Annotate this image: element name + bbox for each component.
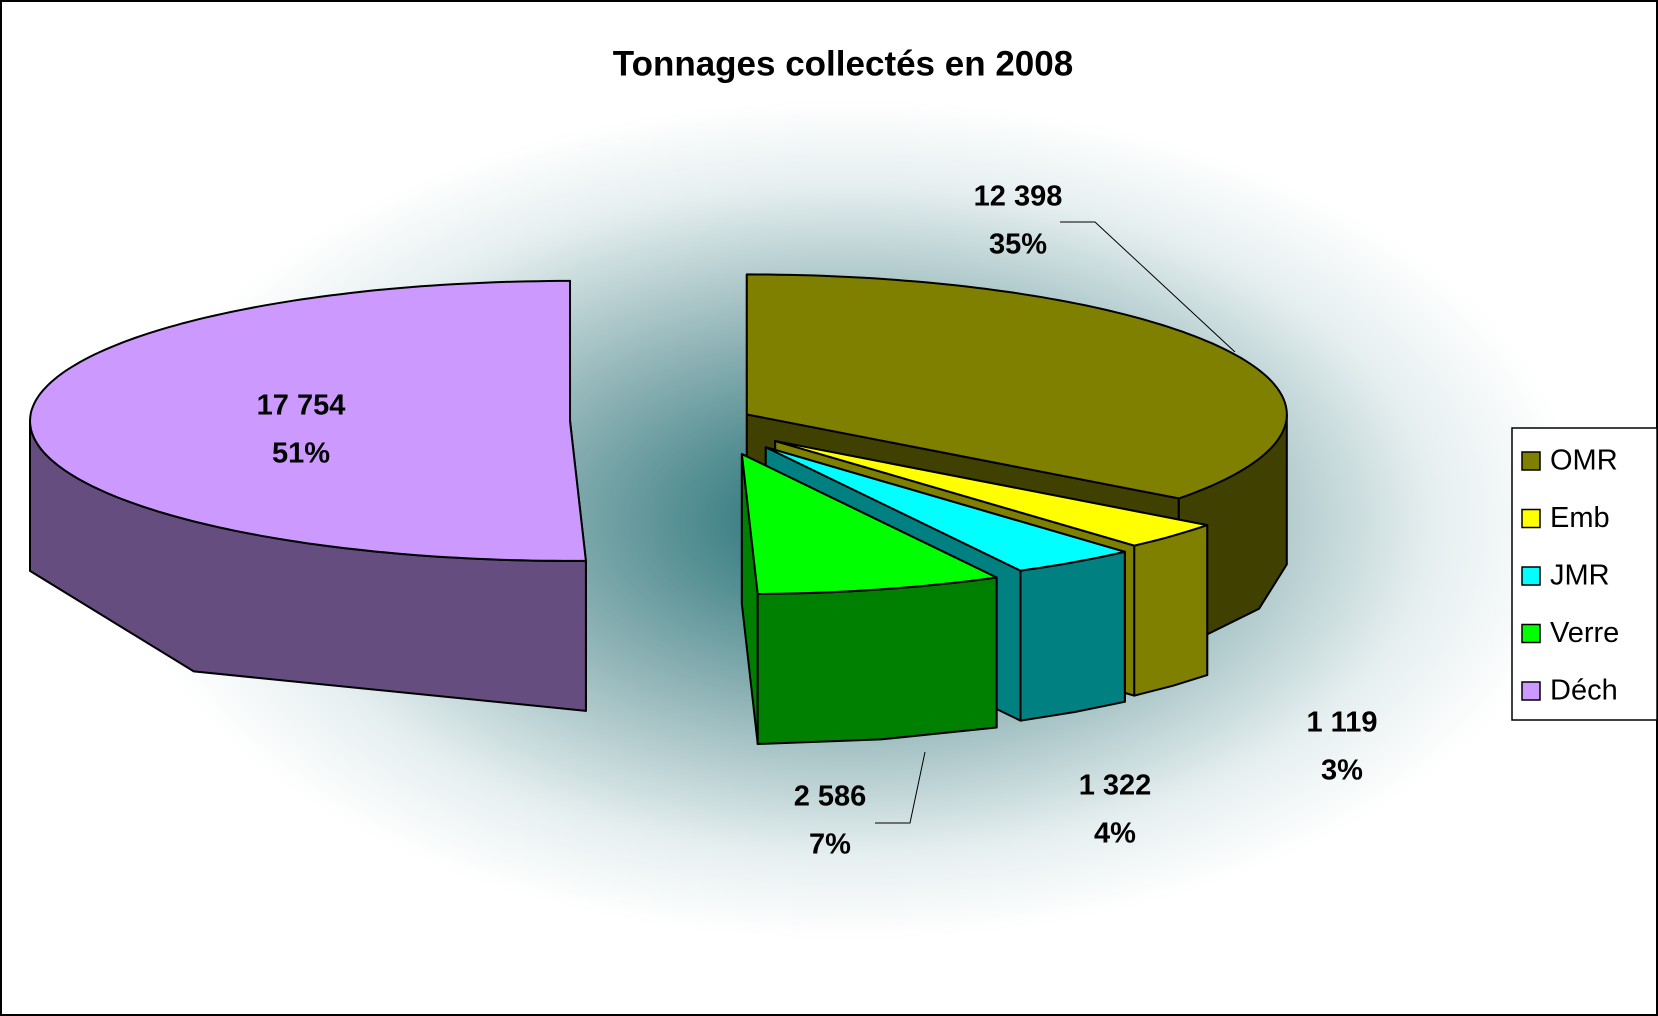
legend-swatch <box>1521 681 1541 701</box>
legend-label: Verre <box>1550 617 1619 649</box>
slice-top <box>764 446 1126 572</box>
legend-label: OMR <box>1550 445 1618 477</box>
pie <box>29 273 1288 746</box>
leader-line <box>1060 221 1236 353</box>
percentage-label: 35% <box>989 229 1047 261</box>
slice-top <box>29 279 587 562</box>
legend-label: Déch <box>1550 675 1618 707</box>
slice-top <box>740 453 998 595</box>
percentage-label: 4% <box>1094 818 1136 850</box>
legend-swatch <box>1521 566 1541 586</box>
slice-top <box>774 440 1209 547</box>
slice-top <box>745 273 1288 500</box>
slice-outer-wall <box>756 576 998 745</box>
legend-swatch <box>1521 451 1541 471</box>
slice-outer-wall <box>1133 524 1209 697</box>
value-label: 1 322 <box>1079 770 1152 802</box>
legend-swatch <box>1521 623 1541 644</box>
legend-swatch <box>1521 508 1541 529</box>
value-label: 12 398 <box>974 181 1063 213</box>
percentage-label: 3% <box>1321 755 1363 787</box>
legend-items: OMR Emb JMR Verre Déch <box>1521 445 1619 707</box>
value-label: 1 119 <box>1307 707 1378 739</box>
slice-outer-wall <box>1019 550 1126 722</box>
legend-label: JMR <box>1550 560 1610 592</box>
percentage-label: 7% <box>809 829 851 861</box>
value-label: 2 586 <box>794 781 867 813</box>
value-label: 17 754 <box>257 390 346 422</box>
chart-title: Tonnages collectés en 2008 <box>613 44 1073 83</box>
slice <box>740 453 998 746</box>
data-labels: 12 398 35% 1 119 3% 1 322 4% 2 586 7% 17 754 51% <box>257 181 1378 861</box>
leader-line <box>875 751 926 824</box>
percentage-label: 51% <box>272 438 330 470</box>
legend-label: Emb <box>1550 502 1610 534</box>
slice <box>29 279 587 712</box>
